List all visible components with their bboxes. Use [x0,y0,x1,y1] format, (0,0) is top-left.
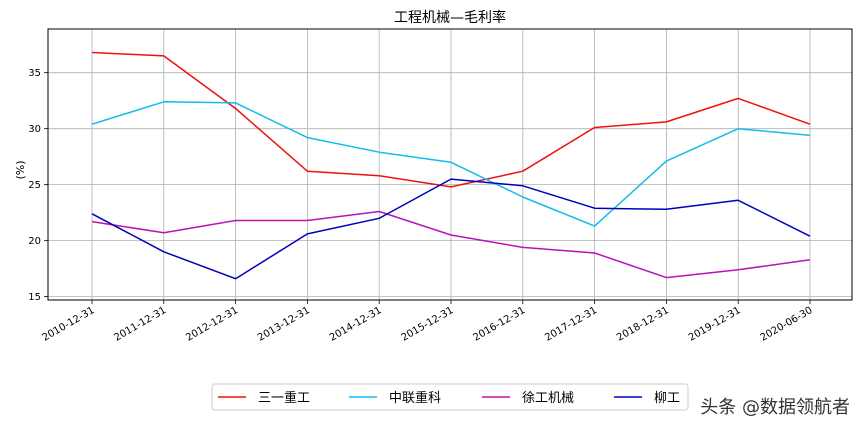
legend: 三一重工 中联重科 徐工机械 柳工 [211,383,689,411]
grid [48,29,852,300]
x-tick-label: 2013-12-31 [256,305,312,344]
legend-label: 柳工 [654,391,680,406]
x-tick-label: 2016-12-31 [471,305,527,344]
x-tick-label: 2012-12-31 [184,305,240,344]
y-tick-label: 35 [28,68,41,79]
y-tick-label: 30 [28,124,41,135]
legend-label: 徐工机械 [522,391,574,406]
x-tick-label: 2018-12-31 [615,305,671,344]
legend-label: 中联重科 [389,390,441,406]
x-tick-label: 2019-12-31 [687,305,743,344]
series-line [91,178,811,280]
series-lines [91,51,811,280]
y-axis-label: (%) [14,160,27,179]
x-tick-label: 2011-12-31 [112,305,168,344]
x-tick-label: 2015-12-31 [400,305,456,344]
legend-box [211,383,689,411]
series-line [91,210,811,279]
x-tick-label: 2020-06-30 [759,305,815,344]
series-line [91,101,811,227]
chart-title: 工程机械—毛利率 [394,9,506,26]
watermark-text: 头条 @数据领航者 [700,397,850,418]
plot-frame [47,28,853,301]
legend-label: 三一重工 [258,390,310,406]
x-tick-label: 2014-12-31 [328,305,384,344]
series-line [91,51,811,188]
y-tick-label: 25 [28,180,41,191]
x-tick-label: 2017-12-31 [543,305,599,344]
y-tick-label: 20 [28,236,41,247]
y-tick-label: 15 [28,292,41,303]
x-tick-label: 2010-12-31 [41,305,97,344]
